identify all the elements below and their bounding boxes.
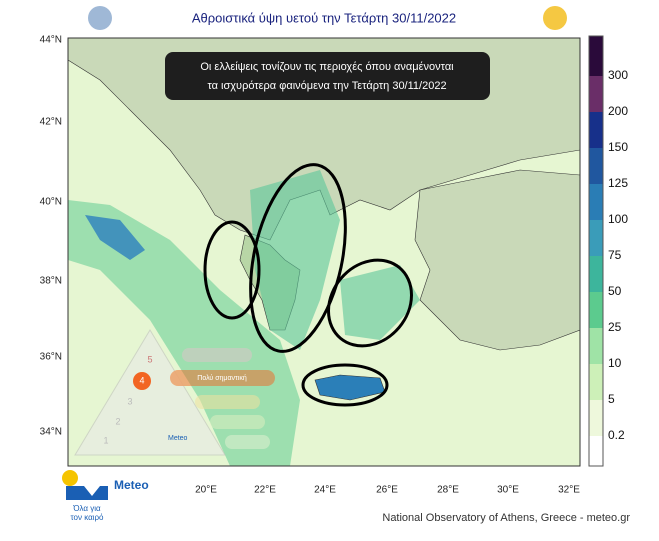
lon-label: 30°E <box>497 485 519 496</box>
colorbar-band <box>589 184 603 220</box>
level: 3 <box>127 396 132 406</box>
colorbar-band <box>589 220 603 256</box>
colorbar-band <box>589 112 603 148</box>
annotation: Οι ελλείψεις τονίζουν τις περιοχές όπου … <box>200 61 454 73</box>
colorbar-band <box>589 400 603 436</box>
title-box <box>68 2 580 36</box>
axis-labels: 44°N 42°N 40°N 38°N 36°N 34°N 20°E 22°E 24°E 26°E… <box>40 35 581 496</box>
colorbar-frame <box>588 35 604 467</box>
logo-tagline: τον καιρό <box>70 513 104 522</box>
lon-label: 32°E <box>558 485 580 496</box>
logo-sun <box>62 470 78 486</box>
colorbar-label: 0.2 <box>608 428 625 442</box>
colorbar-label: 300 <box>608 68 628 82</box>
level: 4 <box>139 375 144 385</box>
map-frame <box>67 37 581 467</box>
colorbar-label: 200 <box>608 104 628 118</box>
colorbar-label: 25 <box>608 320 622 334</box>
colorbar-label: 75 <box>608 248 622 262</box>
colorbar-label: 150 <box>608 140 628 154</box>
lat-label: 40°N <box>40 197 62 208</box>
lon-label: 22°E <box>254 485 276 496</box>
level-badge <box>133 372 151 390</box>
warning-brand: Meteo <box>168 435 188 442</box>
lat-label: 44°N <box>40 35 62 46</box>
level: 1 <box>103 435 108 445</box>
lon-label: 26°E <box>376 485 398 496</box>
logo-mark <box>66 486 108 500</box>
lat-label: 42°N <box>40 117 62 128</box>
colorbar-label: 50 <box>608 284 622 298</box>
colorbar-band <box>589 292 603 328</box>
colorbar-band <box>589 364 603 400</box>
colorbar-label: 125 <box>608 176 628 190</box>
colorbar-label: 10 <box>608 356 622 370</box>
title: Αθροιστικά ύψη υετού την Τετάρτη 30/11/2… <box>192 10 456 25</box>
logo-tagline: Όλα για <box>72 504 101 513</box>
colorbar-band <box>589 36 603 76</box>
footer: National Observatory of Athens, Greece -… <box>382 512 630 524</box>
level: 5 <box>147 354 152 364</box>
lon-label: 20°E <box>195 485 217 496</box>
annotation: τα ισχυρότερα φαινόμενα την Τετάρτη 30/1… <box>207 80 446 92</box>
colorbar: 300 200 150 125 100 75 50 25 10 5 0.2 <box>588 35 628 467</box>
logo-name: Meteo <box>114 478 149 492</box>
colorbar-band <box>589 436 603 466</box>
lat-label: 38°N <box>40 276 62 287</box>
warning-label: Πολύ σημαντική <box>197 374 247 382</box>
colorbar-label: 100 <box>608 212 628 226</box>
warning-triangle <box>74 329 275 456</box>
colorbar-band <box>589 328 603 364</box>
storm-icon <box>543 6 567 30</box>
weather-icon <box>88 6 112 30</box>
lat-label: 34°N <box>40 427 62 438</box>
colorbar-band <box>589 76 603 112</box>
annotation-box <box>165 52 490 100</box>
colorbar-band <box>589 256 603 292</box>
lat-label: 36°N <box>40 352 62 363</box>
lon-label: 28°E <box>437 485 459 496</box>
lon-label: 24°E <box>314 485 336 496</box>
colorbar-band <box>589 148 603 184</box>
level: 2 <box>115 416 120 426</box>
colorbar-label: 5 <box>608 392 615 406</box>
